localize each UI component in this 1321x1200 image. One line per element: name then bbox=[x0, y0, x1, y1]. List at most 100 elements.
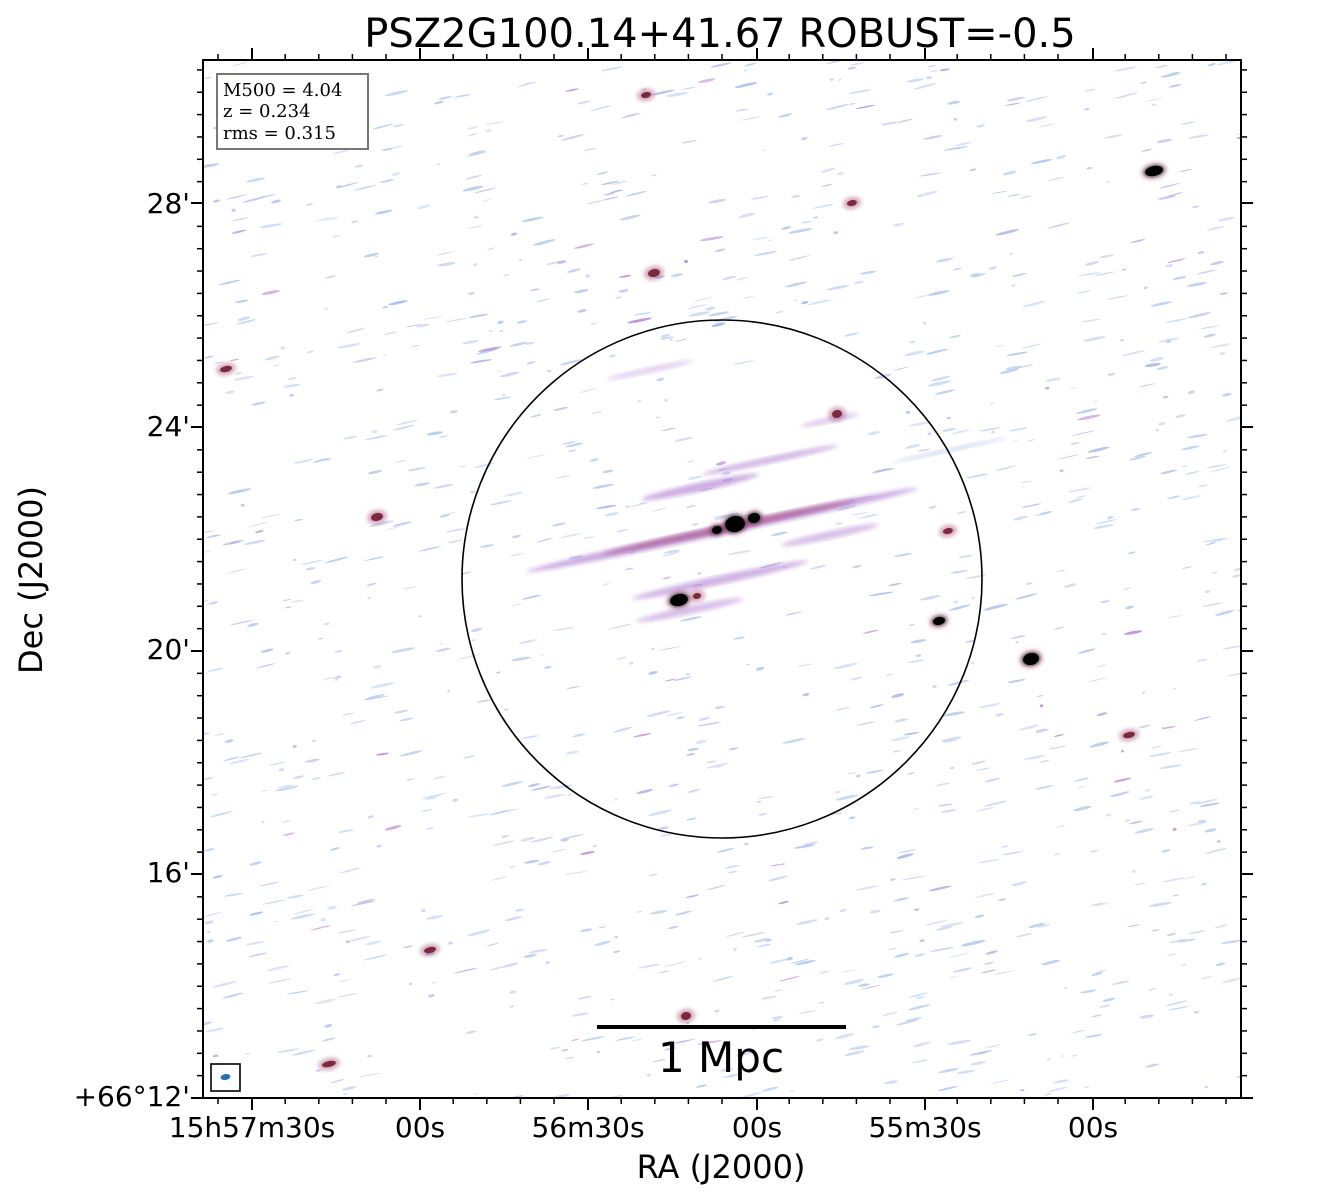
noise-streak bbox=[912, 1059, 929, 1063]
noise-streak bbox=[618, 274, 632, 278]
source-core bbox=[670, 593, 688, 607]
noise-streak bbox=[332, 235, 341, 238]
noise-streak bbox=[664, 398, 668, 402]
noise-streak bbox=[212, 875, 223, 879]
noise-streak bbox=[314, 216, 340, 222]
noise-streak bbox=[965, 640, 976, 643]
noise-streak bbox=[536, 537, 554, 543]
noise-streak bbox=[1151, 929, 1161, 932]
noise-streak bbox=[1096, 712, 1108, 716]
noise-streak bbox=[310, 925, 330, 931]
noise-streak bbox=[245, 941, 265, 946]
noise-streak bbox=[336, 992, 359, 998]
noise-streak bbox=[602, 583, 611, 586]
noise-streak bbox=[415, 323, 429, 328]
noise-streak bbox=[1086, 455, 1100, 459]
noise-streak bbox=[384, 825, 402, 831]
noise-streak bbox=[928, 505, 937, 509]
noise-streak bbox=[367, 470, 383, 475]
noise-streak bbox=[940, 809, 957, 813]
noise-streak bbox=[913, 808, 920, 811]
noise-streak bbox=[796, 663, 812, 667]
noise-streak bbox=[890, 736, 911, 742]
noise-streak bbox=[260, 513, 281, 519]
emission-streak bbox=[641, 473, 759, 501]
noise-streak bbox=[566, 794, 573, 797]
noise-streak bbox=[445, 317, 468, 323]
noise-streak bbox=[1189, 801, 1201, 805]
noise-streak bbox=[865, 769, 884, 774]
noise-streak bbox=[990, 1079, 1011, 1084]
noise-streak bbox=[1013, 515, 1029, 521]
noise-streak bbox=[372, 123, 394, 130]
noise-streak bbox=[350, 900, 376, 906]
noise-streak bbox=[426, 827, 434, 830]
noise-streak bbox=[468, 150, 486, 156]
noise-streak bbox=[648, 809, 672, 816]
noise-streak bbox=[728, 747, 738, 751]
noise-streak bbox=[1157, 195, 1177, 200]
y-axis-label: Dec (J2000) bbox=[12, 486, 50, 674]
noise-streak bbox=[801, 136, 808, 141]
noise-streak bbox=[524, 81, 537, 85]
noise-streak bbox=[514, 908, 525, 912]
noise-streak bbox=[604, 512, 620, 517]
noise-streak bbox=[524, 859, 540, 864]
noise-streak bbox=[970, 1060, 986, 1066]
noise-streak bbox=[635, 911, 643, 913]
noise-streak bbox=[211, 793, 218, 796]
noise-streak bbox=[818, 970, 830, 974]
noise-streak bbox=[490, 876, 508, 881]
noise-streak bbox=[546, 261, 562, 265]
noise-streak bbox=[1026, 116, 1048, 122]
noise-streak bbox=[1084, 261, 1100, 266]
noise-streak bbox=[591, 411, 603, 414]
noise-streak bbox=[460, 571, 472, 575]
noise-streak bbox=[533, 239, 556, 246]
x-axis-label: RA (J2000) bbox=[637, 1148, 806, 1186]
noise-streak bbox=[1144, 362, 1161, 368]
noise-streak bbox=[230, 358, 240, 362]
noise-streak bbox=[851, 512, 869, 516]
noise-streak bbox=[543, 794, 566, 799]
noise-streak bbox=[1048, 1086, 1068, 1092]
noise-streak bbox=[837, 79, 842, 81]
noise-streak bbox=[1134, 828, 1155, 834]
noise-streak bbox=[978, 859, 1000, 864]
noise-streak bbox=[503, 708, 509, 711]
noise-streak bbox=[354, 164, 364, 168]
noise-streak bbox=[1207, 63, 1216, 67]
noise-streak bbox=[476, 699, 492, 703]
noise-streak bbox=[613, 726, 633, 733]
noise-streak bbox=[561, 134, 585, 141]
noise-streak bbox=[330, 1079, 345, 1084]
noise-streak bbox=[342, 1086, 357, 1091]
noise-streak bbox=[1025, 582, 1033, 585]
noise-streak bbox=[869, 704, 884, 709]
noise-streak bbox=[1053, 853, 1062, 856]
noise-streak bbox=[965, 574, 987, 580]
noise-streak bbox=[1100, 600, 1110, 603]
noise-streak bbox=[894, 952, 910, 958]
noise-streak bbox=[1172, 276, 1187, 280]
noise-streak bbox=[365, 435, 388, 441]
noise-streak bbox=[579, 928, 593, 932]
noise-streak bbox=[1063, 583, 1077, 588]
info-rms: rms = 0.315 bbox=[223, 123, 336, 144]
noise-streak bbox=[834, 522, 843, 525]
noise-streak bbox=[204, 355, 214, 359]
noise-streak bbox=[327, 772, 346, 777]
noise-streak bbox=[608, 354, 616, 358]
noise-streak bbox=[1215, 610, 1234, 616]
noise-streak bbox=[1047, 176, 1065, 181]
noise-streak bbox=[1142, 691, 1146, 694]
noise-streak bbox=[324, 307, 328, 311]
noise-streak bbox=[615, 1036, 635, 1041]
noise-streak bbox=[530, 836, 554, 843]
noise-streak bbox=[1121, 268, 1127, 271]
noise-streak bbox=[411, 344, 421, 347]
noise-streak bbox=[1202, 602, 1223, 608]
noise-streak bbox=[1197, 251, 1205, 254]
noise-streak bbox=[621, 112, 641, 119]
